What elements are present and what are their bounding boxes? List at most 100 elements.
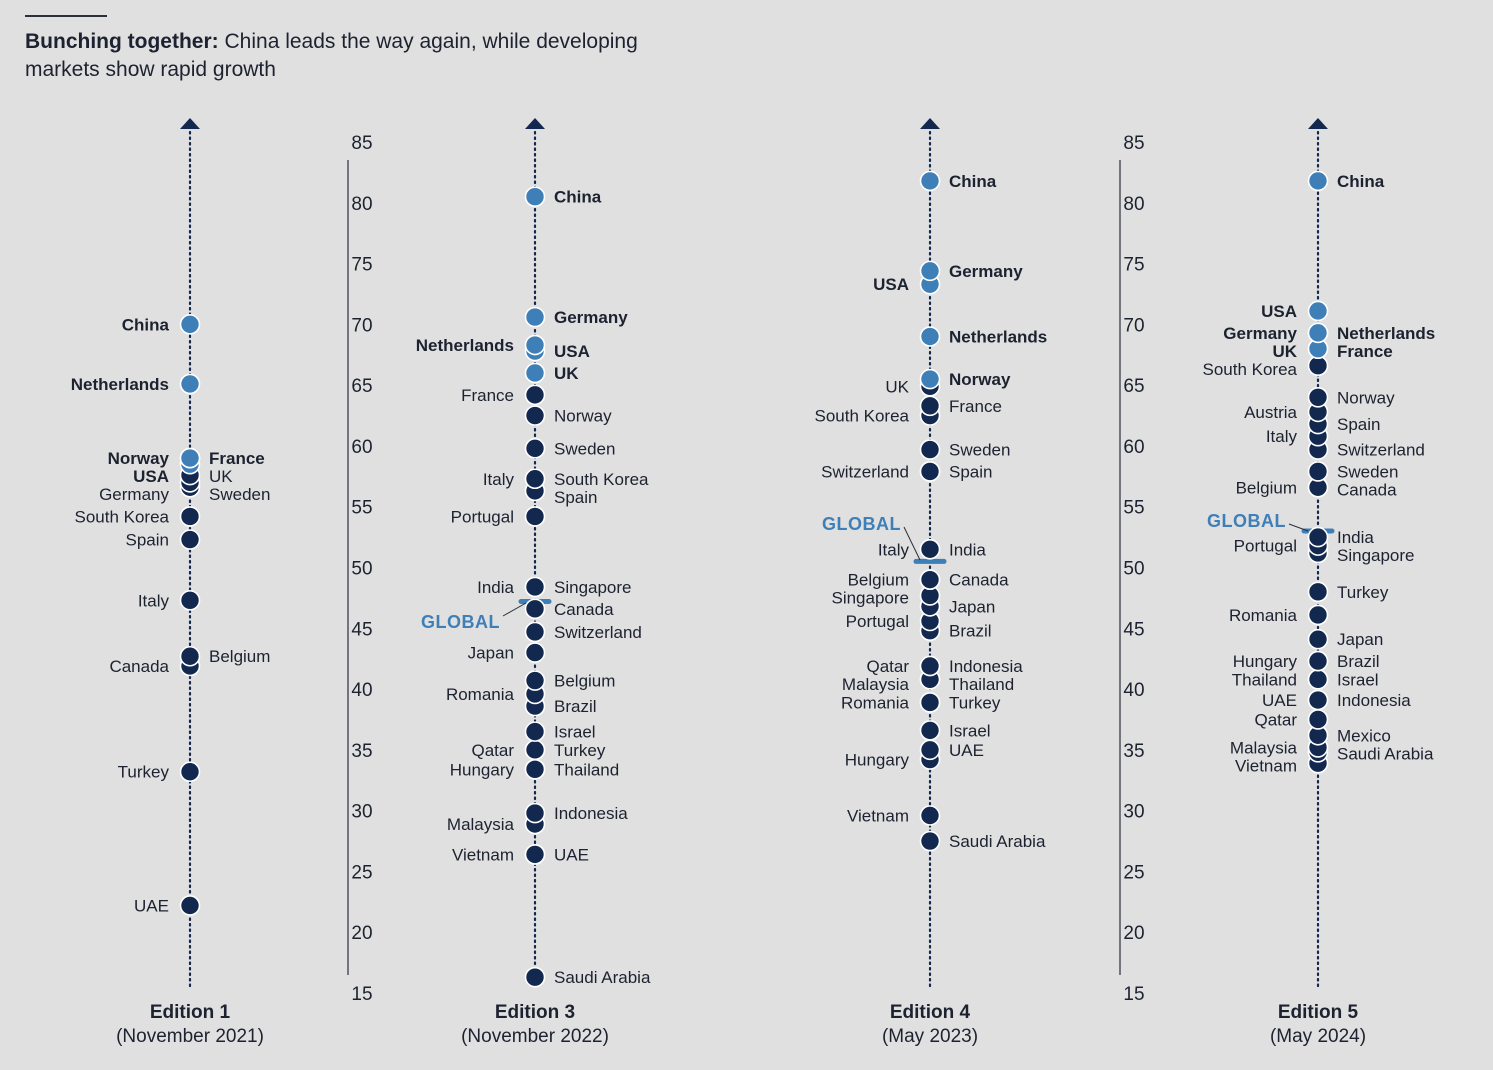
data-label: Qatar [471,741,514,760]
data-label: Switzerland [1337,441,1425,460]
data-label: India [949,540,986,559]
data-point [179,447,201,469]
arrow-up-icon [525,118,545,129]
edition-name: Edition 3 [495,1002,575,1023]
data-label: Netherlands [949,328,1047,347]
data-point [919,739,941,761]
axis-tick-label: 40 [351,680,372,701]
data-point [919,692,941,713]
data-point [919,260,941,282]
data-label: Sweden [949,441,1010,460]
data-point [524,966,546,988]
data-label: Spain [126,531,169,550]
data-label: Hungary [450,760,515,779]
data-label: Canada [1337,480,1397,499]
arrow-up-icon [1308,118,1328,129]
axis-tick-label: 75 [1123,255,1144,276]
axis-tick-label: 40 [1123,680,1144,701]
data-label: Vietnam [1235,756,1297,775]
data-point [524,844,546,865]
data-label: France [209,449,265,468]
axis-tick-label: 80 [1123,194,1144,215]
data-label: Switzerland [554,623,642,642]
data-label: Portugal [846,612,909,631]
global-leader-line [1288,523,1309,532]
axis-tick-label: 50 [351,559,372,580]
data-point [524,670,546,691]
global-label: GLOBAL [822,514,901,534]
data-point [524,721,546,742]
data-label: Singapore [831,589,909,608]
axis-tick-label: 30 [351,802,372,823]
data-label: Germany [99,485,169,504]
data-point [919,439,941,460]
data-label: France [1337,342,1393,361]
data-point [524,759,546,780]
data-label: Japan [1337,630,1383,649]
data-point [1307,581,1329,603]
axis-tick-label: 35 [351,741,372,762]
data-point [524,621,546,643]
data-point [524,384,546,406]
data-label: Brazil [1337,652,1380,671]
data-point [919,720,941,741]
data-label: Malaysia [842,675,910,694]
data-point [919,395,941,417]
data-label: Spain [554,488,597,507]
axis-tick-label: 65 [1123,376,1144,397]
data-point [1307,300,1329,322]
chart-title: Bunching together: China leads the way a… [25,28,665,84]
axis-tick-label: 70 [351,315,372,336]
data-label: Italy [483,470,515,489]
axis-tick-label: 75 [351,255,372,276]
data-point [524,306,546,328]
axis-tick-label: 45 [351,619,372,640]
data-label: UAE [554,845,589,864]
data-point [919,538,941,560]
data-label: UAE [134,896,169,915]
edition-name: Edition 4 [890,1002,971,1023]
data-label: UAE [949,741,984,760]
data-label: Israel [1337,670,1379,689]
data-label: Netherlands [416,336,514,355]
data-label: Qatar [866,657,909,676]
axis-tick-label: 15 [351,984,372,1005]
data-label: Belgium [848,571,909,590]
edition-name: Edition 1 [150,1002,231,1023]
data-label: Brazil [949,622,992,641]
axis-tick-label: 50 [1123,559,1144,580]
axis-tick-label: 85 [1123,133,1144,154]
edition-column-2: GLOBAL Netherlands France Italy Portugal Indi… [416,118,651,1047]
data-label: Sweden [554,439,615,458]
axis-tick-label: 35 [1123,741,1144,762]
data-label: Malaysia [447,815,515,834]
data-point [524,576,546,598]
data-label: USA [554,342,590,361]
data-label: Sweden [1337,462,1398,481]
data-point [919,655,941,677]
data-label: India [1337,528,1374,547]
data-label: Mexico [1337,726,1391,745]
data-label: USA [133,467,169,486]
axis-tick-label: 55 [351,498,372,519]
data-label: Indonesia [949,657,1023,676]
data-label: Romania [841,693,910,712]
data-label: Norway [554,407,612,426]
data-label: Thailand [554,760,619,779]
global-label: GLOBAL [1207,511,1286,531]
data-label: Japan [468,644,514,663]
data-label: Germany [1223,324,1297,343]
arrow-up-icon [920,118,940,129]
edition-name: Edition 5 [1278,1002,1359,1023]
data-label: Turkey [1337,583,1389,602]
data-label: Canada [554,600,614,619]
axis-tick-label: 25 [1123,862,1144,883]
data-label: Belgium [1236,478,1297,497]
data-point [919,805,941,826]
data-label: Belgium [554,672,615,691]
data-label: Austria [1244,403,1297,422]
axis-tick-label: 20 [351,923,372,944]
axis-tick-label: 45 [1123,619,1144,640]
